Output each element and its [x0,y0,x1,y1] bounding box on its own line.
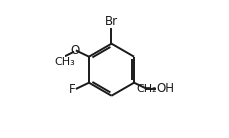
Text: CH₃: CH₃ [55,57,75,67]
Text: O: O [70,44,79,57]
Text: CH₂: CH₂ [135,83,156,94]
Text: OH: OH [155,82,173,95]
Text: Br: Br [104,15,117,28]
Text: F: F [68,83,75,96]
